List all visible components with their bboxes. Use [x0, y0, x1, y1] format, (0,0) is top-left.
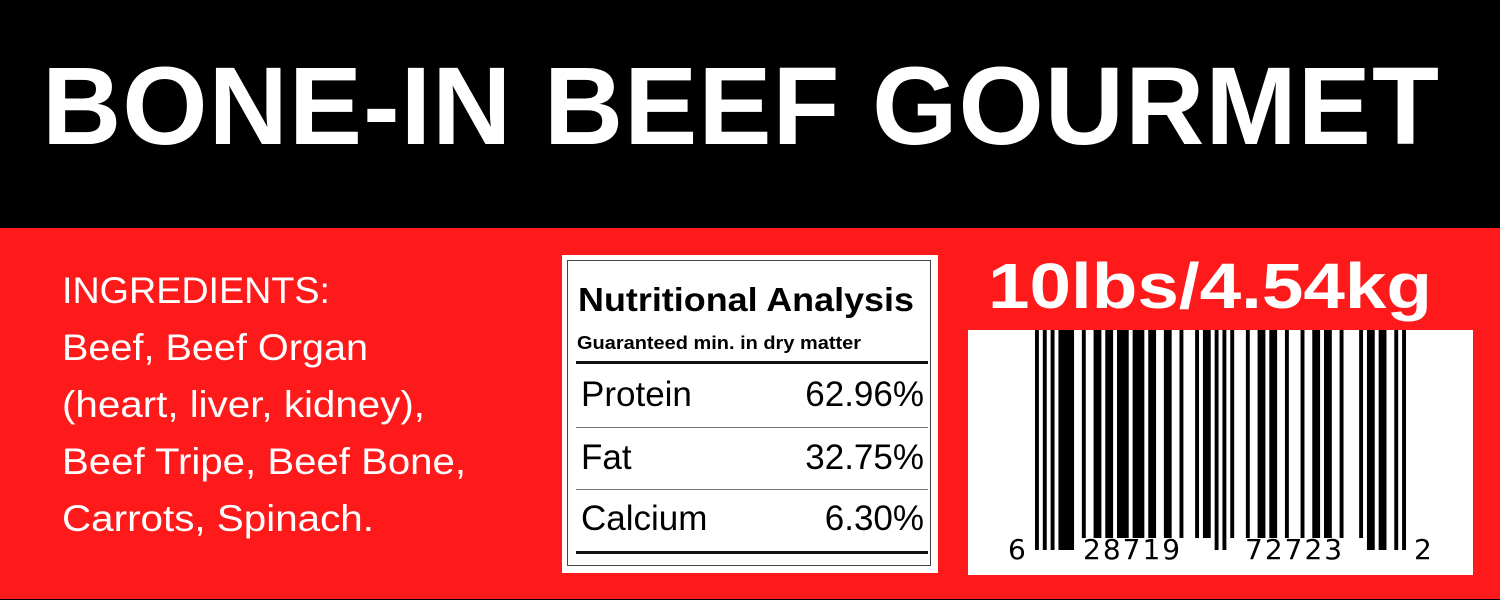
barcode-bar [1117, 330, 1129, 538]
barcode-bar [1163, 330, 1172, 538]
ingredients-line: Beef, Beef Organ [62, 327, 368, 368]
barcode-bar [1339, 330, 1344, 538]
ingredients-line: Carrots, Spinach. [62, 498, 375, 539]
nutrition-subtitle: Guaranteed min. in dry matter [577, 333, 861, 353]
barcode-digit-group: 2 [1414, 533, 1432, 566]
barcode-bar [1323, 330, 1332, 538]
barcode-bar [1378, 330, 1387, 550]
net-weight: 10lbs/4.54kg [988, 250, 1432, 322]
barcode-bar [1195, 330, 1200, 538]
nutrient-row: Protein 62.96% [581, 370, 924, 420]
barcode-bar [1245, 330, 1250, 538]
barcode-bar [1214, 330, 1219, 550]
barcode-bar [1148, 330, 1157, 538]
ingredients-heading: INGREDIENTS: [62, 270, 330, 311]
divider [576, 551, 928, 554]
barcode-bar [1105, 330, 1114, 538]
barcode-digit-group: 28719 [1083, 533, 1183, 566]
barcode-bar [1230, 330, 1235, 538]
nutrient-label: Fat [581, 438, 632, 477]
barcode-bar [1284, 330, 1289, 538]
barcode-bar [1257, 330, 1266, 538]
barcode-bar [1035, 330, 1039, 550]
nutrition-panel: Nutritional Analysis Guaranteed min. in … [562, 255, 938, 573]
barcode-bars [1035, 330, 1406, 550]
divider [576, 427, 928, 428]
nutrient-label: Protein [581, 375, 692, 414]
barcode-bar [1359, 330, 1364, 538]
nutrient-label: Calcium [581, 499, 708, 538]
barcode-bar [1312, 330, 1321, 538]
product-title: BONE-IN BEEF GOURMET [42, 45, 1440, 168]
nutrition-border: Nutritional Analysis Guaranteed min. in … [567, 260, 931, 566]
nutrient-row: Fat 32.75% [581, 433, 924, 483]
header-band: BONE-IN BEEF GOURMET [0, 0, 1500, 228]
divider [576, 361, 928, 364]
barcode-bar [1269, 330, 1278, 538]
nutrient-value: 6.30% [824, 499, 924, 538]
nutrient-value: 32.75% [805, 438, 924, 477]
barcode-bar [1300, 330, 1305, 538]
nutrition-title: Nutritional Analysis [578, 281, 914, 318]
barcode-bar [1081, 330, 1086, 538]
ingredients-line: Beef Tripe, Beef Bone, [62, 441, 466, 482]
barcode-bar [1132, 330, 1145, 538]
barcode-bar [1366, 330, 1375, 550]
barcode-bar [1394, 330, 1399, 550]
barcode-digit-group: 6 [1008, 533, 1026, 566]
barcode-bar [1093, 330, 1102, 538]
divider [576, 489, 928, 490]
barcode-bar [1179, 330, 1184, 538]
barcode-bar [1058, 330, 1075, 550]
nutrient-value: 62.96% [805, 375, 924, 414]
barcode-bar [1402, 330, 1406, 550]
ingredients-list: INGREDIENTS: Beef, Beef Organ (heart, li… [62, 262, 466, 547]
barcode-bar [1050, 330, 1055, 550]
barcode: 6 28719 72723 2 [968, 330, 1473, 575]
barcode-bar [1202, 330, 1211, 538]
barcode-bar [1042, 330, 1047, 550]
nutrient-row: Calcium 6.30% [581, 494, 924, 544]
barcode-digit-group: 72723 [1245, 533, 1345, 566]
barcode-bar [1222, 330, 1227, 550]
ingredients-line: (heart, liver, kidney), [62, 384, 425, 425]
